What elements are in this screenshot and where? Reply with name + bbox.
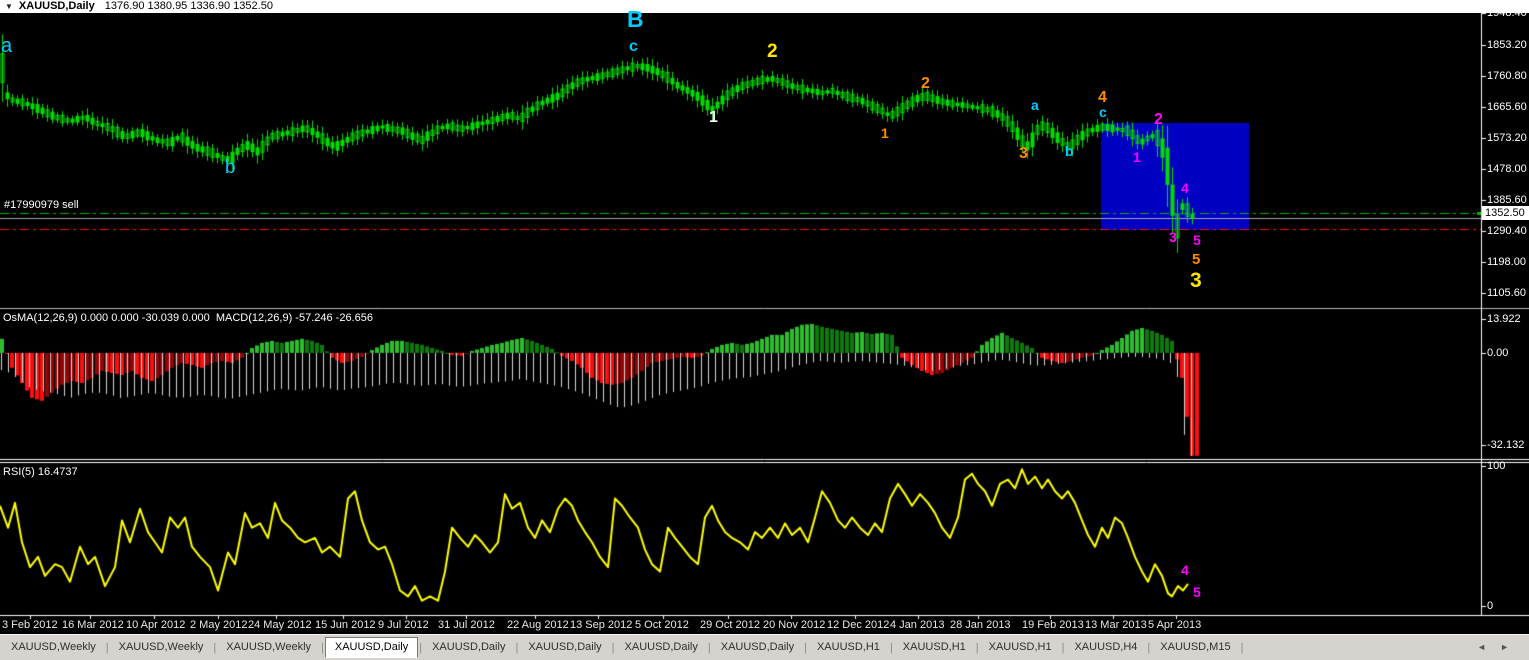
chart-tab-xauusd-daily[interactable]: XAUUSD,Daily [432,641,506,653]
wave-label: 1 [881,125,889,141]
chart-tab-xauusd-h1[interactable]: XAUUSD,H1 [816,641,880,653]
date-label: 19 Feb 2013 [1022,619,1084,631]
tab-separator: | [105,641,109,654]
wave-label: 3 [1190,269,1202,292]
chart-tab-xauusd-daily[interactable]: XAUUSD,Daily [624,641,698,653]
date-label: 20 Nov 2012 [763,619,826,631]
wave-label: 4 [1181,180,1189,196]
axis-label: -32.132 [1487,439,1525,451]
date-label: 9 Jul 2012 [378,619,429,631]
date-label: 31 Jul 2012 [438,619,495,631]
wave-label: 4 [1181,562,1189,578]
wave-label: 5 [1192,251,1201,268]
rsi-indicator-label: RSI(5) 16.4737 [3,466,78,478]
date-label: 13 Mar 2013 [1085,619,1147,631]
date-label: 13 Sep 2012 [570,619,633,631]
date-label: 15 Jun 2012 [315,619,376,631]
tab-separator: | [419,641,423,654]
wave-label: 2 [767,41,778,62]
chart-title-bar: ▼ XAUUSD,Daily 1376.90 1380.95 1336.90 135… [0,0,1529,13]
wave-label: 1 [1133,149,1141,165]
wave-label: 2 [1154,111,1163,128]
symbol-period-label: XAUUSD,Daily [18,0,95,12]
wave-label: 5 [1193,584,1201,600]
current-price-tag: 1352.50 [1482,206,1529,220]
tab-separator: | [804,641,807,654]
axis-label: 1478.00 [1487,163,1527,175]
chart-tab-xauusd-m15[interactable]: XAUUSD,M15 [1160,641,1231,653]
wave-label: 1 [709,109,718,126]
chart-tab-xauusd-h1[interactable]: XAUUSD,H1 [902,641,966,653]
date-label: 2 May 2012 [190,619,248,631]
tab-separator: | [321,641,324,654]
chart-tab-xauusd-daily[interactable]: XAUUSD,Daily [720,641,795,653]
wave-label: 3 [1169,229,1177,245]
date-label: 24 May 2012 [248,619,312,631]
date-label: 5 Apr 2013 [1148,619,1202,631]
chart-tab-xauusd-daily[interactable]: XAUUSD,Daily [528,641,602,653]
wave-label: 3 [1019,145,1028,162]
wave-label: c [629,38,638,55]
chart-tab-xauusd-weekly[interactable]: XAUUSD,Weekly [11,641,96,653]
wave-label: 2 [921,75,930,92]
wave-label: c [1099,104,1107,120]
chart-tab-xauusd-h4[interactable]: XAUUSD,H4 [1074,641,1138,653]
date-label: 22 Aug 2012 [507,619,569,631]
axis-label: 1198.00 [1487,256,1526,268]
wave-label: b [1065,143,1074,159]
wave-label: 4 [1098,89,1107,106]
wave-label: a [1031,97,1039,113]
date-label: 4 Jan 2013 [890,619,945,631]
ohlc-values: 1376.90 1380.95 1336.90 1352.50 [104,0,273,12]
date-label: 5 Oct 2012 [635,619,689,631]
osma-indicator-label: OsMA(12,26,9) 0.000 0.000 -30.039 0.000 … [3,312,373,324]
tab-scroll-left-icon[interactable]: ◄ [1477,642,1501,652]
axis-label: 1853.20 [1487,39,1527,51]
chart-tab-xauusd-daily[interactable]: XAUUSD,Daily [324,637,419,658]
macd-values: MACD(12,26,9) -57.246 -26.656 [215,312,373,324]
date-label: 3 Feb 2012 [2,619,58,631]
axis-label: 1385.60 [1487,194,1527,206]
osma-values: OsMA(12,26,9) 0.000 0.000 -30.039 0.000 [3,312,210,324]
axis-label: 0 [1487,600,1494,612]
tab-separator: | [975,641,979,654]
tab-separator: | [611,641,615,654]
tab-separator: | [707,641,711,654]
chart-tab-xauusd-h1[interactable]: XAUUSD,H1 [988,641,1052,653]
chart-dropdown-icon[interactable]: ▼ [5,2,13,11]
axis-label: 1290.40 [1487,225,1527,237]
chart-tab-bar: XAUUSD,Weekly | XAUUSD,Weekly | XAUUSD,Weekl… [0,634,1529,660]
tab-separator: | [1240,641,1244,654]
tab-scroll-right-icon[interactable]: ► [1500,642,1523,652]
order-line-label: #17990979 sell [4,199,79,211]
tab-separator: | [1061,641,1065,654]
date-label: 16 Mar 2012 [62,619,124,631]
date-label: 12 Dec 2012 [827,619,890,631]
chart-tab-xauusd-weekly[interactable]: XAUUSD,Weekly [226,641,312,653]
axis-label: 1760.80 [1487,70,1527,82]
axis-label: 13.922 [1487,313,1521,325]
axis-label: 100 [1487,460,1506,472]
date-label: 28 Jan 2013 [950,619,1011,631]
axis-label: 1665.60 [1487,101,1527,113]
tab-separator: | [515,641,519,654]
tab-separator: | [213,641,217,654]
wave-label: a [1,35,13,57]
date-label: 29 Oct 2012 [700,619,760,631]
tab-scrollers: ◄► [1477,642,1523,652]
wave-label: 5 [1193,232,1201,248]
wave-label: b [225,157,236,178]
tab-separator: | [1147,641,1151,654]
tab-separator: | [889,641,893,654]
wave-label: B [627,6,644,32]
axis-label: 1573.20 [1487,132,1527,144]
axis-label: 1105.60 [1487,287,1526,299]
axis-label: 0.00 [1487,347,1509,359]
chart-tab-xauusd-weekly[interactable]: XAUUSD,Weekly [118,641,204,653]
date-label: 10 Apr 2012 [126,619,186,631]
